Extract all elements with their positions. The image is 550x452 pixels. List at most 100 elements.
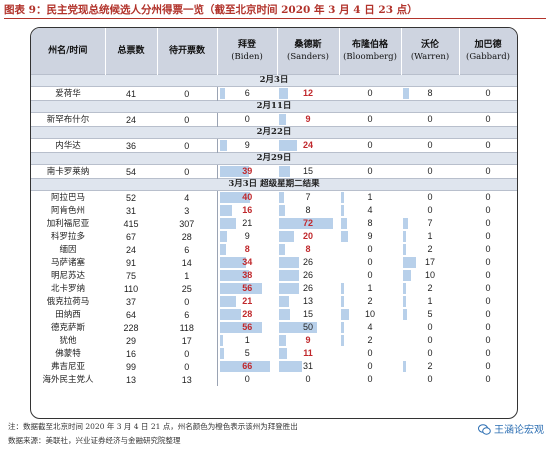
bloomberg-value: 0 — [367, 348, 373, 358]
gabbard-value: 0 — [485, 114, 491, 124]
bloomberg-cell: 0 — [339, 373, 401, 386]
sanders-cell: 26 — [277, 269, 339, 282]
warren-value: 0 — [427, 348, 433, 358]
warren-cell: 1 — [401, 230, 459, 243]
watermark: 王涵论宏观 — [478, 421, 544, 436]
bloomberg-value: 0 — [367, 88, 373, 98]
state-name: 加利福尼亚 — [46, 218, 90, 229]
table-row: 阿肯色州 31 3 16 8 4 0 0 — [31, 204, 517, 217]
sanders-value: 26 — [302, 257, 313, 267]
bloomberg-value: 4 — [367, 205, 373, 215]
sanders-bar — [279, 192, 284, 203]
state-name: 爱荷华 — [55, 88, 81, 99]
state-name: 阿肯色州 — [50, 205, 85, 216]
table-row: 海外民主党人 13 13 0 0 0 0 0 — [31, 373, 517, 386]
total-delegates: 41 — [125, 88, 136, 99]
warren-cell: 0 — [401, 165, 459, 179]
warren-value: 2 — [427, 361, 433, 371]
state-name: 田纳西 — [55, 309, 81, 320]
warren-value: 0 — [427, 374, 433, 384]
gabbard-cell: 0 — [459, 334, 517, 347]
bloomberg-cell: 0 — [339, 360, 401, 373]
warren-cell: 0 — [401, 321, 459, 334]
biden-bar — [219, 283, 262, 294]
bloomberg-cell: 8 — [339, 217, 401, 230]
pending-delegates: 0 — [184, 166, 190, 177]
bloomberg-value: 2 — [367, 296, 373, 306]
gabbard-value: 0 — [485, 335, 491, 345]
date-band: 2月3日 — [31, 74, 517, 87]
sanders-value: 0 — [305, 374, 311, 384]
bloomberg-cell: 10 — [339, 308, 401, 321]
biden-value: 5 — [244, 348, 250, 358]
pending-delegates: 0 — [184, 361, 190, 372]
gabbard-value: 0 — [485, 322, 491, 332]
biden-bar — [219, 192, 250, 203]
warren-cell: 17 — [401, 256, 459, 269]
warren-value: 8 — [427, 88, 433, 98]
total-delegates: 31 — [125, 205, 136, 216]
data-source: 数据来源：美联社，兴业证券经济与金融研究院整理 — [8, 436, 181, 445]
total-delegates: 52 — [125, 192, 136, 203]
gabbard-value: 0 — [485, 166, 491, 176]
state-name: 科罗拉多 — [50, 231, 85, 242]
table-row: 北卡罗纳 110 25 56 26 1 2 0 — [31, 282, 517, 295]
warren-bar — [403, 257, 416, 268]
biden-value: 56 — [242, 322, 253, 332]
sanders-bar — [279, 218, 333, 229]
total-delegates: 110 — [123, 283, 139, 294]
warren-cell: 7 — [401, 217, 459, 230]
total-delegates: 75 — [125, 270, 136, 281]
table-row: 弗吉尼亚 99 0 66 31 0 2 0 — [31, 360, 517, 373]
biden-cell: 6 — [216, 86, 277, 101]
warren-cell: 0 — [401, 373, 459, 386]
warren-cell: 8 — [401, 87, 459, 101]
bloomberg-cell: 0 — [339, 243, 401, 256]
warren-bar — [403, 361, 406, 372]
bloomberg-cell: 1 — [339, 191, 401, 205]
bloomberg-bar — [341, 205, 344, 216]
total-delegates: 24 — [125, 244, 136, 255]
table-row: 南卡罗莱纳 54 0 39 15 0 0 0 — [31, 164, 517, 179]
state-name: 内华达 — [55, 140, 81, 151]
bloomberg-bar — [341, 192, 344, 203]
warren-bar — [403, 218, 408, 229]
gabbard-value: 0 — [485, 296, 491, 306]
date-band: 2月22日 — [31, 126, 517, 139]
gabbard-value: 0 — [485, 140, 491, 150]
warren-cell: 2 — [401, 243, 459, 256]
sanders-value: 15 — [302, 309, 313, 319]
gabbard-value: 0 — [485, 231, 491, 241]
biden-value: 1 — [244, 335, 250, 345]
sanders-cell: 7 — [277, 191, 339, 205]
warren-cell: 1 — [401, 295, 459, 308]
gabbard-value: 0 — [485, 361, 491, 371]
table-row: 科罗拉多 67 28 9 20 9 1 0 — [31, 230, 517, 243]
biden-cell: 21 — [216, 295, 277, 308]
biden-bar — [219, 335, 223, 346]
date-label: 2月11日 — [31, 100, 517, 113]
warren-bar — [403, 270, 411, 281]
sanders-bar — [279, 88, 288, 99]
date-band: 2月11日 — [31, 100, 517, 113]
sanders-cell: 8 — [277, 243, 339, 256]
sanders-value: 50 — [302, 322, 313, 332]
biden-cell: 0 — [216, 373, 277, 386]
total-delegates: 67 — [125, 231, 136, 242]
gabbard-value: 0 — [485, 205, 491, 215]
sanders-value: 8 — [305, 244, 311, 254]
sanders-value: 12 — [302, 88, 313, 98]
gabbard-cell: 0 — [459, 308, 517, 321]
biden-cell: 9 — [216, 138, 277, 153]
state-name: 新罕布什尔 — [46, 114, 90, 125]
sanders-value: 72 — [302, 218, 313, 228]
biden-value: 6 — [244, 88, 250, 98]
warren-value: 1 — [427, 296, 433, 306]
biden-cell: 5 — [216, 347, 277, 360]
warren-value: 7 — [427, 218, 433, 228]
biden-bar — [219, 140, 227, 151]
header-biden: 拜登 (Biden) — [217, 28, 278, 75]
state-name: 明尼苏达 — [50, 270, 85, 281]
biden-value: 28 — [242, 309, 253, 319]
pending-delegates: 0 — [184, 140, 190, 151]
